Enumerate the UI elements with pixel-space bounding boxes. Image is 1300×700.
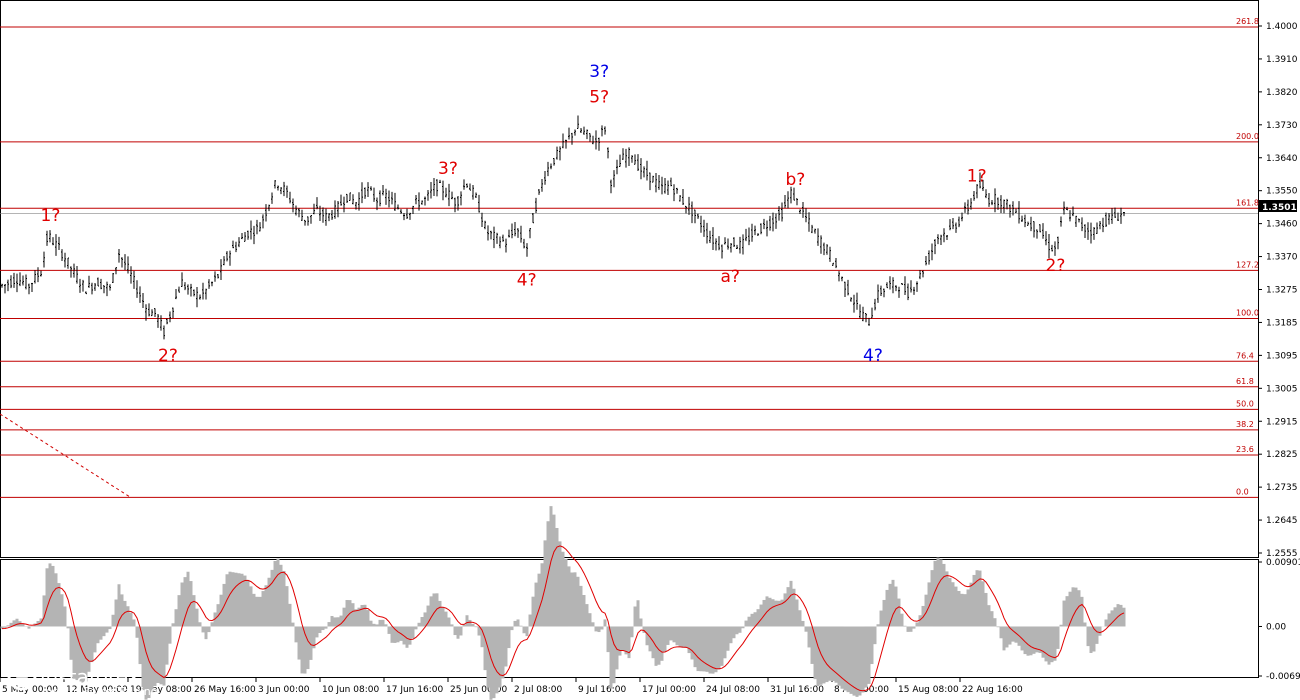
logo-subtext: Instant Forex Trading <box>42 685 158 698</box>
wave-label: b? <box>786 170 806 190</box>
oscillator-axis: 0.00901 0.00 -0.00692 <box>1258 558 1300 682</box>
price-tick-label: 1.3550 <box>1266 187 1298 197</box>
time-tick-label: 5 May 00:00 <box>2 685 58 695</box>
last-price-label: 1.3501 <box>1262 203 1297 213</box>
wave-label: 5? <box>589 87 609 107</box>
time-tick-label: 12 May 00:00 <box>66 685 128 695</box>
wave-label: 4? <box>863 346 883 366</box>
price-tick-label: 1.3820 <box>1266 88 1298 98</box>
time-tick-label: 10 Jun 08:00 <box>322 685 379 695</box>
time-tick-label: 15 Aug 08:00 <box>898 685 959 695</box>
wave-label: a? <box>721 267 740 287</box>
price-tick-label: 1.3640 <box>1266 154 1298 164</box>
time-tick-label: 25 Jun 00:00 <box>450 685 507 695</box>
time-tick-label: 22 Aug 16:00 <box>962 685 1023 695</box>
fib-level-label: 127.2 <box>1236 260 1259 269</box>
fib-level-label: 0.0 <box>1236 487 1249 496</box>
wave-labels: 1? 2? 3? 4? 3? 5? b? a? 4? 1? 2? <box>41 62 1066 366</box>
price-tick-label: 1.3005 <box>1266 384 1298 394</box>
price-tick-label: 1.2915 <box>1266 417 1298 427</box>
price-tick-label: 1.3275 <box>1266 286 1298 296</box>
candlestick-series <box>1 115 1125 340</box>
time-tick-label: 31 Jul 16:00 <box>770 685 824 695</box>
time-tick-label: 9 Jul 16:00 <box>578 685 627 695</box>
time-tick-label: 2 Jul 08:00 <box>514 685 563 695</box>
price-tick-label: 1.3370 <box>1266 253 1298 263</box>
time-tick-label: 19 May 08:00 <box>130 685 192 695</box>
price-tick-label: 1.2555 <box>1266 549 1298 559</box>
fib-level-label: 61.8 <box>1236 377 1254 386</box>
instaforex-logo: instaforex Instant Forex Trading <box>7 661 158 698</box>
fib-level-label: 261.8 <box>1236 17 1259 26</box>
time-tick-label: 26 May 16:00 <box>194 685 256 695</box>
osc-tick-label: 0.00901 <box>1266 558 1300 568</box>
fib-level-label: 100.0 <box>1236 309 1259 318</box>
signal-line <box>1 545 1125 692</box>
fib-level-label: 23.6 <box>1236 445 1254 454</box>
price-tick-label: 1.3730 <box>1266 121 1298 131</box>
price-axis: 1.4000 1.3910 1.3820 1.3730 1.3640 1.3550 1.34… <box>1258 22 1298 559</box>
time-tick-label: 24 Jul 08:00 <box>706 685 760 695</box>
price-tick-label: 1.3460 <box>1266 220 1298 230</box>
wave-label: 2? <box>158 346 178 366</box>
time-tick-label: 3 Jun 00:00 <box>258 685 310 695</box>
fib-level-label: 200.0 <box>1236 132 1259 141</box>
time-tick-label: 17 Jul 00:00 <box>642 685 696 695</box>
last-price-badge: 1.3501 <box>1259 200 1297 213</box>
fib-level-label: 161.8 <box>1236 198 1259 207</box>
fib-level-label: 50.0 <box>1236 399 1254 408</box>
wave-label: 3? <box>438 159 458 179</box>
price-tick-label: 1.2645 <box>1266 516 1298 526</box>
red-dashed-trendline <box>0 413 131 498</box>
wave-label: 2? <box>1046 256 1066 276</box>
wave-label: 1? <box>967 166 987 186</box>
price-tick-label: 1.4000 <box>1266 22 1298 32</box>
osc-tick-label: 0.00 <box>1266 622 1286 632</box>
logo-text: instaforex <box>40 665 140 689</box>
price-tick-label: 1.3910 <box>1266 55 1298 65</box>
price-tick-label: 1.3095 <box>1266 351 1298 361</box>
oscillator-panel <box>0 506 1126 700</box>
price-tick-label: 1.2825 <box>1266 450 1298 460</box>
logo-icon <box>7 661 37 691</box>
price-tick-label: 1.2735 <box>1266 483 1298 493</box>
wave-label: 1? <box>41 206 61 226</box>
price-tick-label: 1.3185 <box>1266 318 1298 328</box>
fib-level-label: 76.4 <box>1236 351 1254 360</box>
time-tick-label: 17 Jun 16:00 <box>386 685 443 695</box>
osc-tick-label: -0.00692 <box>1266 672 1300 682</box>
fib-levels: 261.8 200.0 161.8 127.2 100.0 76.4 61.8 50.0 38.… <box>0 17 1259 498</box>
main-plot-frame <box>0 0 1259 558</box>
wave-label: 4? <box>517 271 537 291</box>
fib-level-label: 38.2 <box>1236 420 1254 429</box>
wave-label: 3? <box>589 62 609 82</box>
